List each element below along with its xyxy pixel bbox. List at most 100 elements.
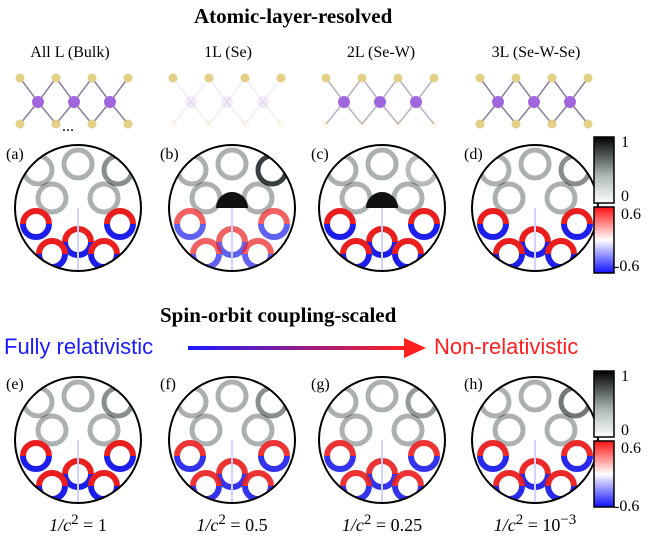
column-label-3l: 3L (Se-W-Se): [491, 44, 581, 61]
blue-lobe: [104, 455, 136, 472]
red-lobe: [174, 208, 206, 225]
colorbar-rb-min-bottom: -0.6: [614, 498, 640, 515]
red-lobe: [561, 208, 593, 225]
colorbar-gray-min: 0: [621, 188, 629, 205]
blue-lobe: [477, 455, 509, 472]
atom-se-bottom: [583, 119, 593, 129]
red-lobe: [392, 470, 424, 487]
formula-f-sup: 2: [218, 512, 226, 528]
map-content: [169, 145, 295, 271]
map-content: [319, 377, 445, 503]
red-lobe: [324, 440, 356, 457]
atom-se-top: [123, 73, 133, 83]
atom-se-top: [204, 73, 214, 83]
atom-w: [374, 96, 386, 108]
gray-swirl: [391, 413, 425, 447]
bond: [262, 77, 282, 103]
map-g: [318, 376, 446, 504]
red-lobe: [174, 440, 206, 457]
colorbar-rb-min: -0.6: [614, 258, 640, 275]
formula-e-lhs: 1/c: [49, 515, 72, 535]
map-d: [471, 144, 599, 272]
ellipsis-more-layers: ...: [62, 118, 74, 135]
atom-se-top: [357, 73, 367, 83]
red-lobe: [258, 208, 290, 225]
center-dark-lobe: [216, 192, 248, 208]
atom-se-bottom: [547, 119, 557, 129]
red-lobe: [36, 238, 68, 255]
formula-g-sup: 2: [363, 512, 372, 528]
formula-h: 1/c2 = 10−3: [460, 512, 610, 536]
atom-se-top: [87, 73, 97, 83]
red-lobe: [392, 238, 424, 255]
map-a: [14, 144, 142, 272]
bond: [208, 101, 228, 125]
atom-se-top: [168, 73, 178, 83]
red-lobe: [20, 208, 52, 225]
atom-se-bottom: [511, 119, 521, 129]
atom-se-top: [321, 73, 331, 83]
gray-swirl: [215, 147, 249, 181]
red-lobe: [545, 470, 577, 487]
blue-lobe: [20, 455, 52, 472]
blue-lobe: [408, 223, 440, 240]
blue-lobe: [477, 223, 509, 240]
gray-swirl: [544, 413, 578, 447]
red-lobe: [493, 470, 525, 487]
structure-1l: [168, 73, 286, 129]
colorbar-rb-top: [593, 206, 615, 274]
colorbar-gray-bottom: [593, 370, 615, 438]
gray-swirl: [365, 147, 399, 181]
gray-swirl: [87, 413, 121, 447]
atom-se-top: [51, 73, 61, 83]
crystal-structures: [15, 73, 593, 129]
map-outline: [14, 144, 142, 272]
atom-se-top: [475, 73, 485, 83]
center-dark-lobe: [366, 192, 398, 208]
gray-swirl: [365, 379, 399, 413]
formula-f: 1/c2 = 0.5: [157, 512, 307, 536]
gray-swirl: [492, 413, 526, 447]
gray-swirl: [518, 147, 552, 181]
atom-w: [492, 96, 504, 108]
colorbar-rb-max-bottom: 0.6: [621, 440, 641, 457]
formula-h-sup: 2: [515, 512, 524, 528]
bond: [244, 101, 264, 125]
column-label-2l: 2L (Se-W): [346, 44, 416, 61]
atom-se-bottom: [87, 119, 97, 129]
map-outline: [168, 376, 296, 504]
colorbar-gray-max: 1: [621, 134, 629, 151]
red-lobe: [190, 238, 222, 255]
atom-w: [338, 96, 350, 108]
formula-h-rhs: = 10: [523, 515, 561, 535]
panel-label-b: (b): [160, 146, 179, 163]
top-title: Atomic-layer-resolved: [194, 4, 393, 28]
atom-w: [528, 96, 540, 108]
red-lobe: [408, 440, 440, 457]
atom-se-bottom: [168, 119, 178, 129]
gray-swirl: [61, 147, 95, 181]
map-c: [318, 144, 446, 272]
atom-w: [221, 96, 233, 108]
map-outline: [14, 376, 142, 504]
red-lobe: [88, 470, 120, 487]
red-lobe: [561, 440, 593, 457]
blue-lobe: [174, 223, 206, 240]
map-outline: [168, 144, 296, 272]
fully-relativistic-label: Fully relativistic: [4, 334, 154, 359]
red-lobe: [340, 238, 372, 255]
panel-label-c: (c): [311, 146, 329, 163]
atom-w: [104, 96, 116, 108]
red-lobe: [324, 208, 356, 225]
atom-se-bottom: [240, 119, 250, 129]
gray-swirl: [87, 181, 121, 215]
panel-label-a: (a): [6, 146, 24, 163]
red-lobe: [88, 238, 120, 255]
formula-h-lhs: 1/c: [493, 515, 516, 535]
gray-swirl: [61, 379, 95, 413]
map-content: [472, 145, 598, 271]
red-lobe: [258, 440, 290, 457]
blue-lobe: [561, 223, 593, 240]
formula-e-rhs: = 1: [78, 515, 107, 535]
blue-lobe: [324, 455, 356, 472]
